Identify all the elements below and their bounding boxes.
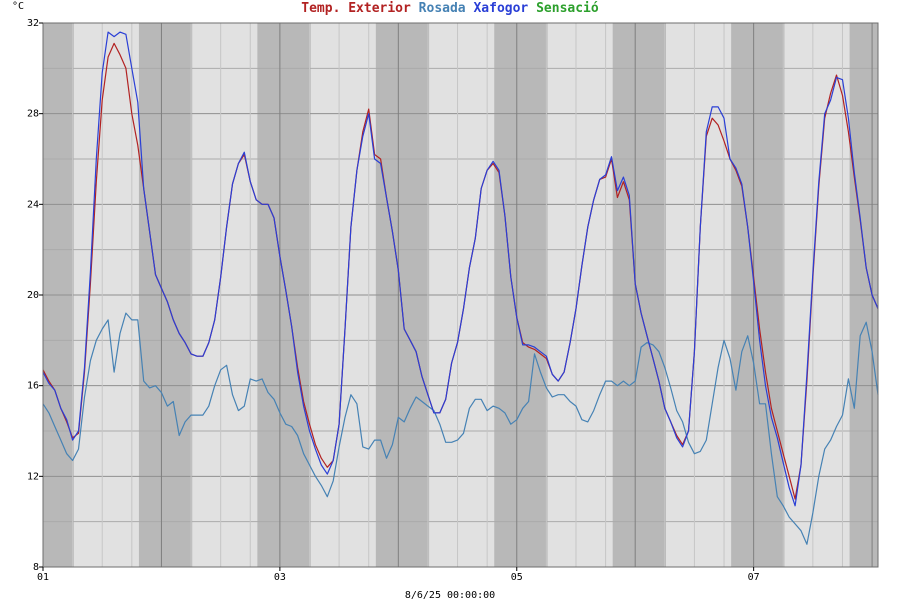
series-line-xafogor <box>42 31 879 507</box>
y-tick-label: 28 <box>27 109 39 120</box>
legend-item: Temp. Exterior <box>301 1 411 16</box>
legend-item: Rosada <box>411 1 466 16</box>
grid <box>43 22 878 568</box>
y-tick-label: 24 <box>27 199 39 210</box>
x-tick-label: 03 <box>274 572 286 583</box>
legend-item: Xafogor <box>466 1 529 16</box>
x-tick-label: 05 <box>511 572 523 583</box>
x-tick-label: 01 <box>37 572 49 583</box>
legend-item: Sensació <box>528 1 599 16</box>
series-line-rosada <box>42 312 879 545</box>
x-tick-label: 07 <box>748 572 760 583</box>
y-tick-label: 20 <box>27 290 39 301</box>
y-tick-label: 32 <box>27 18 39 29</box>
legend: Temp. Exterior Rosada Xafogor Sensació <box>301 1 599 16</box>
y-tick-label: 8 <box>33 562 39 573</box>
axes: 8 12 16 20 24 28 32 01 03 05 07 <box>27 18 879 583</box>
y-tick-label: 16 <box>27 381 39 392</box>
series-lines <box>42 31 879 545</box>
x-axis-title: 8/6/25 00:00:00 <box>405 590 495 600</box>
unit-label: °C <box>12 1 24 12</box>
y-tick-label: 12 <box>27 471 39 482</box>
legend-text: Temp. Exterior Rosada Xafogor Sensació <box>301 1 599 16</box>
